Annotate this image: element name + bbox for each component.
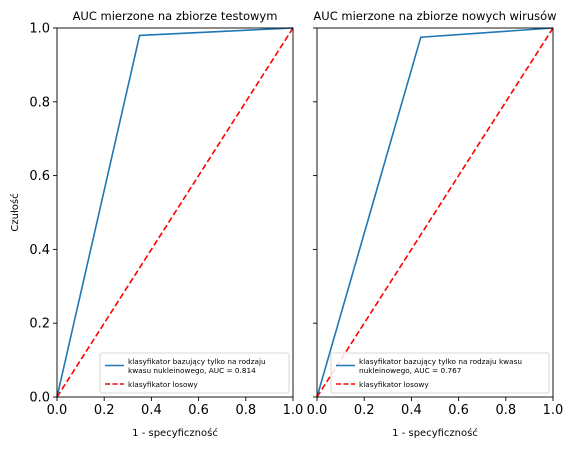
series-line-1 (316, 27, 554, 398)
chart-title: AUC mierzone na zbiorze nowych wirusów (313, 9, 556, 23)
legend-label-1: klasyfikator losowy (128, 380, 198, 389)
x-tick-label: 0.4 (141, 403, 162, 418)
y-tick-label: 0.4 (29, 243, 50, 258)
x-tick-label: 1.0 (543, 403, 564, 418)
y-axis-label: Czułość (9, 193, 21, 231)
legend: klasyfikator bazujący tylko na rodzaju k… (330, 352, 550, 394)
x-axis-label: 1 - specyficzność (392, 427, 478, 439)
legend: klasyfikator bazujący tylko na rodzajukw… (99, 352, 290, 394)
x-tick-label: 0.8 (235, 403, 256, 418)
x-tick-label: 0.2 (94, 403, 115, 418)
y-tick-label: 0.0 (29, 391, 50, 406)
x-tick-label: 0.4 (401, 403, 422, 418)
y-tick-label: 0.8 (29, 95, 50, 110)
x-tick-label: 1.0 (283, 403, 304, 418)
x-tick-label: 0.8 (495, 403, 516, 418)
y-tick-label: 1.0 (29, 22, 50, 37)
panel-nowe-wirusy: 0.0 0.2 0.4 0.6 0.8 1.0 AUC mierzone na zbiorz… (307, 9, 564, 439)
x-axis-label: 1 - specyficzność (132, 427, 218, 439)
axes-frame (56, 27, 294, 398)
chart-title: AUC mierzone na zbiorze testowym (73, 9, 278, 23)
legend-box (330, 352, 550, 394)
x-tick-label: 0.2 (354, 403, 375, 418)
x-tick-label: 0.0 (47, 403, 68, 418)
legend-label-1: klasyfikator losowy (359, 380, 429, 389)
x-tick-label: 0.6 (188, 403, 209, 418)
legend-label-0: kwasu nukleinowego, AUC = 0.814 (128, 366, 256, 375)
series-line-0 (56, 27, 294, 398)
panel-testowy: 0.0 0.2 0.4 0.6 0.8 1.0 0.0 0.2 0.4 0.6 0.8 1.0 AUC … (9, 9, 303, 439)
y-tick-label: 0.6 (29, 169, 50, 184)
y-tick-label: 0.2 (29, 317, 50, 332)
legend-label-0: nukleinowego, AUC = 0.767 (359, 366, 462, 375)
x-tick-label: 0.0 (307, 403, 328, 418)
legend-label-0: klasyfikator bazujący tylko na rodzaju (128, 357, 266, 366)
legend-label-0: klasyfikator bazujący tylko na rodzaju k… (359, 357, 522, 366)
x-tick-label: 0.6 (448, 403, 469, 418)
axes-frame (316, 27, 554, 398)
series-line-1 (56, 27, 294, 398)
legend-box (99, 352, 290, 394)
series-line-0 (316, 27, 554, 398)
